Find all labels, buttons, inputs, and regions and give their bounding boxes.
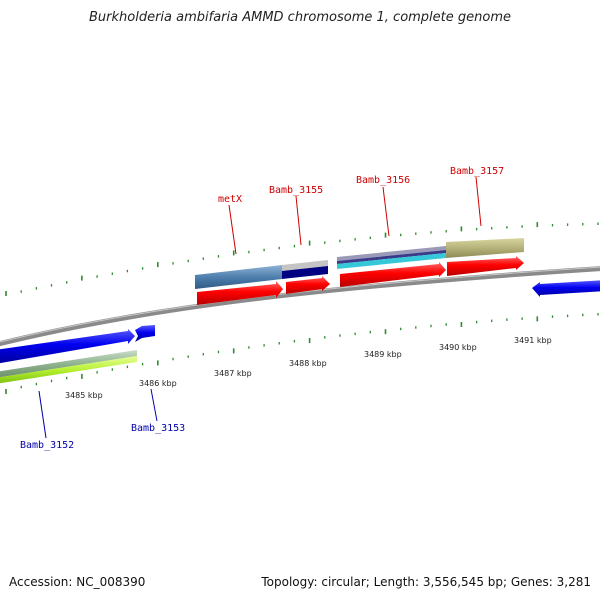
- cds-arrow-Bamb_3155[interactable]: [286, 276, 330, 294]
- kbp-scale-labels: 3485 kbp 3486 kbp 3487 kbp 3488 kbp 3489…: [65, 336, 552, 400]
- kbp-label-3486: 3486 kbp: [139, 379, 177, 388]
- cds-arrow-Bamb_3157[interactable]: [447, 256, 524, 276]
- map-title: Burkholderia ambifaria AMMD chromosome 1…: [88, 10, 512, 25]
- cds-arrow-Bamb_3153[interactable]: [135, 325, 155, 342]
- genome-summary-text: Topology: circular; Length: 3,556,545 bp…: [261, 575, 591, 589]
- kbp-label-3490: 3490 kbp: [439, 343, 477, 352]
- chromosome-backbone: [0, 266, 600, 347]
- kbp-label-3491: 3491 kbp: [514, 336, 552, 345]
- feature-block-Bamb_3152-region[interactable]: [0, 350, 137, 384]
- gene-label-Bamb_3153[interactable]: Bamb_3153: [131, 423, 185, 434]
- cds-arrow-right-edge[interactable]: [532, 280, 600, 297]
- feature-block-Bamb_3156-region[interactable]: [337, 238, 524, 269]
- accession-text: Accession: NC_008390: [9, 575, 146, 589]
- gene-label-Bamb_3156[interactable]: Bamb_3156: [356, 175, 410, 186]
- chromosome-backbone-highlight: [0, 266, 600, 343]
- gene-label-metX[interactable]: metX: [218, 194, 242, 205]
- gene-label-leaders: [38, 176, 482, 439]
- cds-arrow-Bamb_3156[interactable]: [340, 262, 446, 287]
- kbp-label-3487: 3487 kbp: [214, 369, 252, 378]
- inner-tick-ring: [5, 313, 599, 394]
- kbp-label-3488: 3488 kbp: [289, 359, 327, 368]
- cds-arrow-metX[interactable]: [197, 281, 283, 305]
- kbp-label-3489: 3489 kbp: [364, 350, 402, 359]
- gene-label-Bamb_3152[interactable]: Bamb_3152: [20, 440, 74, 451]
- gene-label-Bamb_3155[interactable]: Bamb_3155: [269, 185, 323, 196]
- gene-label-Bamb_3157[interactable]: Bamb_3157: [450, 166, 504, 177]
- kbp-label-3485: 3485 kbp: [65, 391, 103, 400]
- cds-arrow-Bamb_3152[interactable]: [0, 329, 135, 364]
- outer-tick-ring: [5, 222, 599, 296]
- feature-block-metX-region[interactable]: [195, 260, 328, 289]
